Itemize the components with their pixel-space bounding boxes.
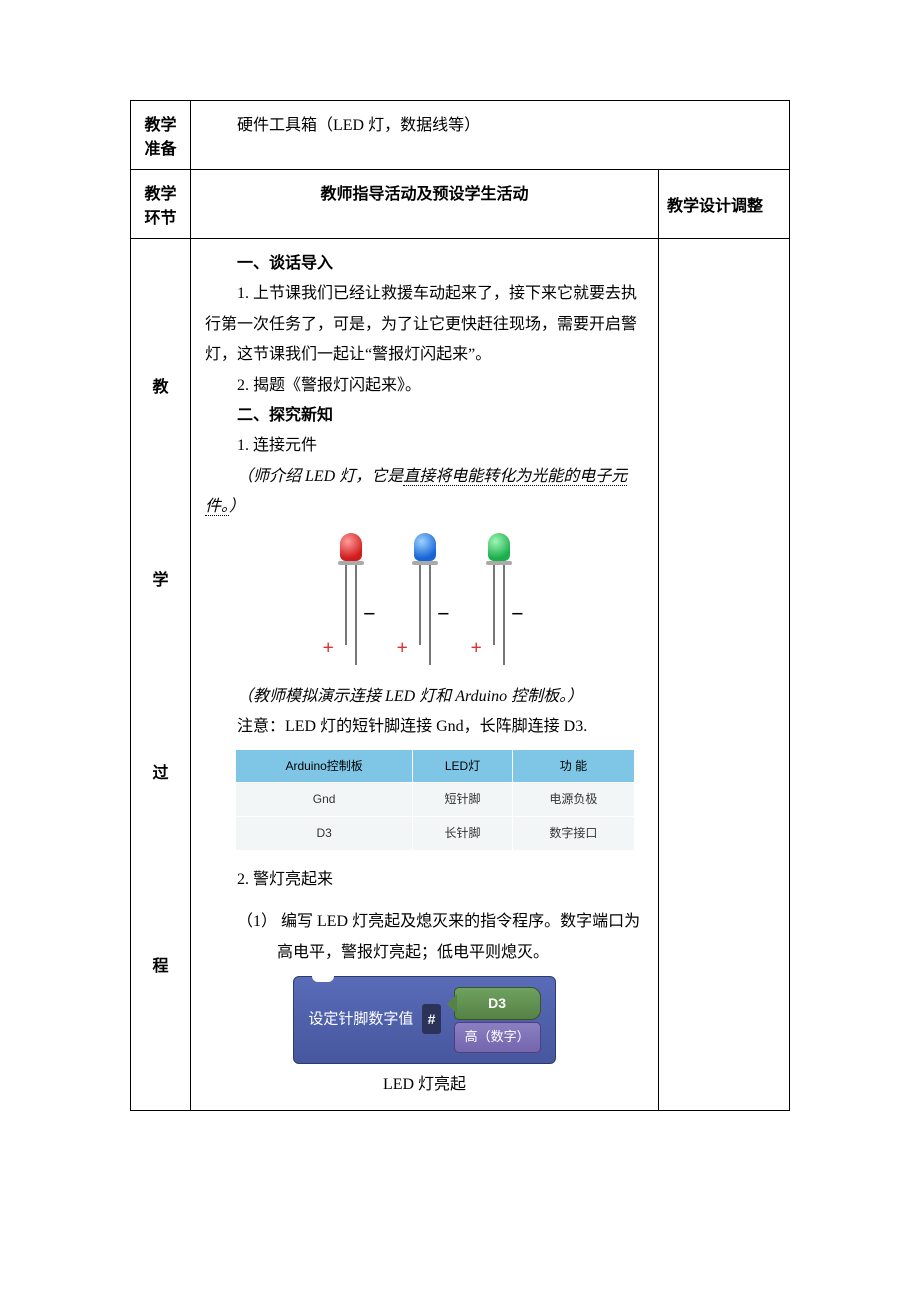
label-text: 教 <box>152 373 168 397</box>
note-part-a: （师介绍 LED 灯，它是 <box>237 468 403 485</box>
table-header: LED灯 <box>413 749 513 783</box>
spacer <box>205 895 644 907</box>
led-leg-short <box>419 565 421 645</box>
led-legs: + − <box>338 565 364 665</box>
section-1-p2: 2. 揭题《警报灯闪起来》。 <box>205 371 644 401</box>
table-header: 功 能 <box>512 749 634 783</box>
cell-adjustment-empty <box>659 239 789 1110</box>
header-adjustment: 教学设计调整 <box>659 170 789 238</box>
row-preparation: 教学 准备 硬件工具箱（LED 灯，数据线等） <box>131 101 789 170</box>
table-cell: D3 <box>236 817 413 851</box>
note-part-c: ） <box>229 498 245 515</box>
set-pin-block: 设定针脚数字值 # D3 高（数字） <box>293 976 555 1063</box>
section-2-p2: 2. 警灯亮起来 <box>205 865 644 895</box>
header-activities: 教师指导活动及预设学生活动 <box>191 170 659 238</box>
code-block-wrap: 设定针脚数字值 # D3 高（数字） <box>205 976 644 1063</box>
label-text: 过 <box>152 759 168 783</box>
section-2-p1: 1. 连接元件 <box>205 431 644 461</box>
led-green: + − <box>486 533 512 665</box>
cell-process-content: 一、谈话导入 1. 上节课我们已经让救援车动起来了，接下来它就要去执行第一次任务… <box>191 239 659 1110</box>
led-illustration: + − + − <box>205 533 644 676</box>
lesson-plan-table: 教学 准备 硬件工具箱（LED 灯，数据线等） 教学 环节 教师指导活动及预设学… <box>130 100 790 1111</box>
led-bulb-icon <box>414 533 436 561</box>
row-header: 教学 环节 教师指导活动及预设学生活动 教学设计调整 <box>131 170 789 239</box>
table-row: D3 长针脚 数字接口 <box>236 817 635 851</box>
label-preparation: 教学 准备 <box>131 101 191 169</box>
sub1-text: （1） 编写 LED 灯亮起及熄灭来的指令程序。数字端口为高电平，警报灯亮起；低… <box>237 913 640 960</box>
label-text: 环节 <box>144 204 176 228</box>
section-1-title: 一、谈话导入 <box>205 249 644 279</box>
table-header: Arduino控制板 <box>236 749 413 783</box>
led-legs: + − <box>486 565 512 665</box>
label-text: 准备 <box>144 135 176 159</box>
section-2-warn: 注意：LED 灯的短针脚连接 Gnd，长阵脚连接 D3. <box>205 712 644 742</box>
label-text: 学 <box>152 566 168 590</box>
table-cell: 电源负极 <box>512 783 634 817</box>
led-leg-short <box>493 565 495 645</box>
row-process: 教 学 过 程 一、谈话导入 1. 上节课我们已经让救援车动起来了，接下来它就要… <box>131 239 789 1110</box>
cell-preparation-content: 硬件工具箱（LED 灯，数据线等） <box>191 101 789 169</box>
label-process: 教 学 过 程 <box>131 239 191 1110</box>
block-dropdown-stack: D3 高（数字） <box>454 987 541 1052</box>
connection-table: Arduino控制板 LED灯 功 能 Gnd 短针脚 电源负极 D3 长针脚 … <box>235 749 635 851</box>
led-blue: + − <box>412 533 438 665</box>
table-header-row: Arduino控制板 LED灯 功 能 <box>236 749 635 783</box>
led-bulb-icon <box>488 533 510 561</box>
polarity-plus-icon: + <box>323 629 334 667</box>
section-2-note: （师介绍 LED 灯，它是直接将电能转化为光能的电子元件。） <box>205 462 644 523</box>
table-cell: Gnd <box>236 783 413 817</box>
section-2-sub1: （1） 编写 LED 灯亮起及熄灭来的指令程序。数字端口为高电平，警报灯亮起；低… <box>237 907 644 968</box>
label-text: 教学 <box>144 111 176 135</box>
table-cell: 长针脚 <box>413 817 513 851</box>
label-section: 教学 环节 <box>131 170 191 238</box>
block-label: 设定针脚数字值 <box>308 1011 413 1028</box>
label-text: 程 <box>152 952 168 976</box>
led-red: + − <box>338 533 364 665</box>
section-1-p1: 1. 上节课我们已经让救援车动起来了，接下来它就要去执行第一次任务了，可是，为了… <box>205 279 644 370</box>
block-caption: LED 灯亮起 <box>205 1070 644 1100</box>
led-leg-long <box>429 565 431 665</box>
led-bulb-icon <box>340 533 362 561</box>
led-leg-long <box>503 565 505 665</box>
led-legs: + − <box>412 565 438 665</box>
polarity-plus-icon: + <box>397 629 408 667</box>
label-text: 教学 <box>144 180 176 204</box>
block-hash: # <box>422 1004 442 1035</box>
table-cell: 短针脚 <box>413 783 513 817</box>
preparation-text: 硬件工具箱（LED 灯，数据线等） <box>205 111 480 141</box>
polarity-minus-icon: − <box>363 593 376 635</box>
led-leg-long <box>355 565 357 665</box>
polarity-plus-icon: + <box>471 629 482 667</box>
polarity-minus-icon: − <box>437 593 450 635</box>
led-leg-short <box>345 565 347 645</box>
section-2-demo: （教师模拟演示连接 LED 灯和 Arduino 控制板。） <box>205 682 644 712</box>
table-cell: 数字接口 <box>512 817 634 851</box>
block-value-dropdown: 高（数字） <box>454 1022 541 1053</box>
block-pin-dropdown: D3 <box>454 987 541 1020</box>
section-2-title: 二、探究新知 <box>205 401 644 431</box>
polarity-minus-icon: − <box>511 593 524 635</box>
table-row: Gnd 短针脚 电源负极 <box>236 783 635 817</box>
